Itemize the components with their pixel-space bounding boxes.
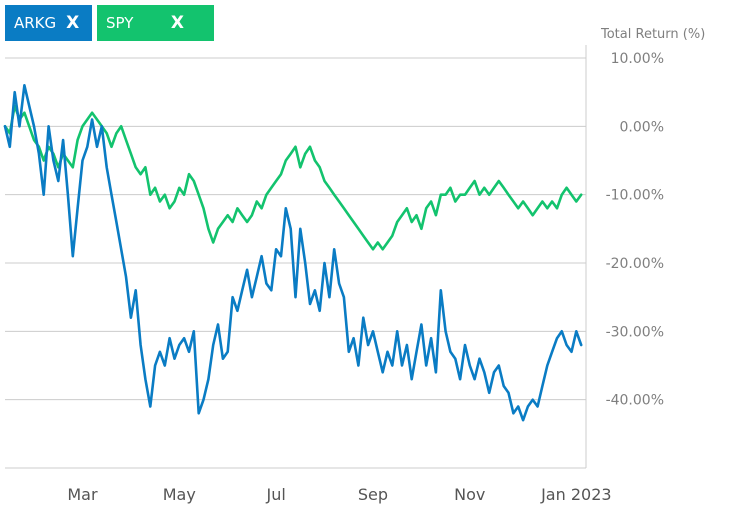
series-line-arkg bbox=[3, 84, 583, 422]
legend-chip-spy-label: SPY bbox=[106, 14, 134, 32]
y-tick-label: -40.00% bbox=[606, 393, 664, 409]
x-axis: Mar May Jul Sep Nov Jan 2023 bbox=[67, 485, 611, 504]
y-tick-label: 10.00% bbox=[611, 51, 664, 67]
series-group bbox=[3, 84, 583, 422]
y-tick-label: 0.00% bbox=[620, 119, 664, 135]
y-axis-title: Total Return (%) bbox=[601, 27, 706, 42]
x-tick-label: Jan 2023 bbox=[540, 485, 611, 504]
series-line-spy bbox=[3, 104, 583, 251]
x-tick-label: Jul bbox=[265, 485, 285, 504]
grid bbox=[5, 45, 587, 469]
y-tick-label: -20.00% bbox=[606, 256, 664, 272]
y-tick-label: -30.00% bbox=[606, 324, 664, 340]
legend-chip-spy[interactable]: SPY X bbox=[97, 5, 214, 41]
remove-arkg-icon[interactable]: X bbox=[66, 13, 80, 33]
x-tick-label: Nov bbox=[454, 485, 485, 504]
x-tick-label: May bbox=[163, 485, 196, 504]
y-axis: 10.00% 0.00% -10.00% -20.00% -30.00% -40.00% bbox=[606, 51, 664, 409]
x-tick-label: Sep bbox=[358, 485, 388, 504]
legend-chip-arkg-label: ARKG bbox=[14, 14, 57, 32]
y-tick-label: -10.00% bbox=[606, 188, 664, 204]
remove-spy-icon[interactable]: X bbox=[170, 13, 184, 33]
legend-chip-arkg[interactable]: ARKG X bbox=[5, 5, 92, 41]
x-tick-label: Mar bbox=[67, 485, 98, 504]
